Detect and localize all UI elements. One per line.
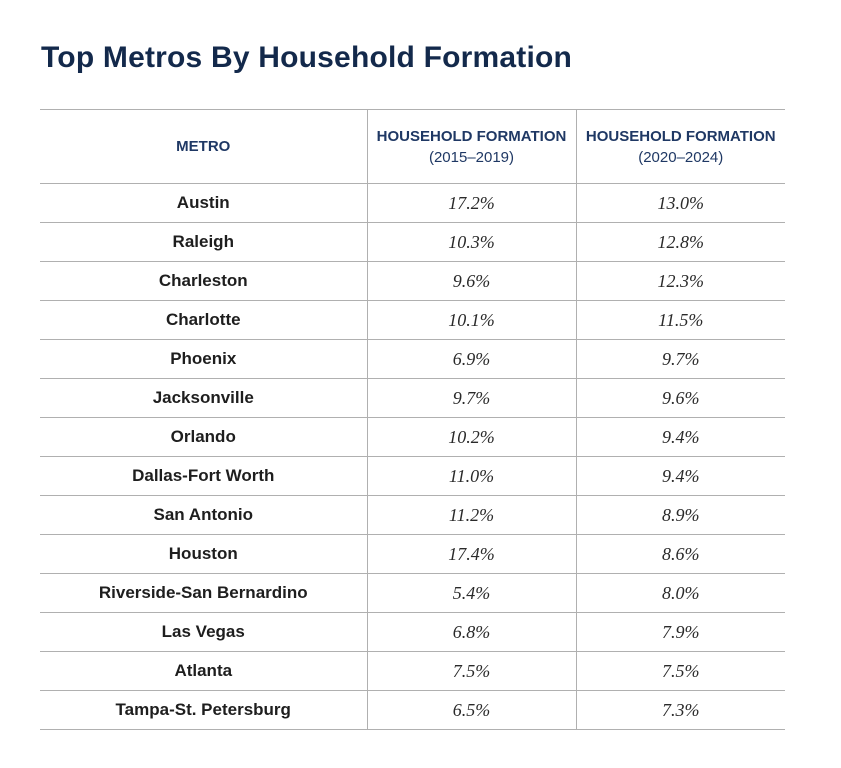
- formation-2015-2019-column-header: HOUSEHOLD FORMATION (2015–2019): [366, 109, 576, 184]
- table-body: Austin 17.2% 13.0% Raleigh 10.3% 12.8% C…: [40, 183, 785, 730]
- formation-2015-2019-cell: 7.5%: [366, 651, 576, 691]
- metro-cell: San Antonio: [40, 495, 367, 535]
- formation-2015-2019-cell: 10.3%: [366, 222, 576, 262]
- formation-2015-2019-cell: 17.2%: [366, 183, 576, 223]
- table-row: Austin 17.2% 13.0%: [40, 183, 785, 223]
- formation-2020-2024-cell: 9.4%: [575, 417, 785, 457]
- table-row: Charlotte 10.1% 11.5%: [40, 300, 785, 340]
- formation-2020-2024-cell: 8.9%: [575, 495, 785, 535]
- formation-2020-2024-header-line2: (2020–2024): [638, 148, 724, 166]
- formation-2020-2024-header-line1: HOUSEHOLD FORMATION: [585, 127, 776, 145]
- formation-2020-2024-cell: 12.3%: [575, 261, 785, 301]
- table-row: Phoenix 6.9% 9.7%: [40, 339, 785, 379]
- formation-2015-2019-cell: 6.9%: [366, 339, 576, 379]
- table-row: Raleigh 10.3% 12.8%: [40, 222, 785, 262]
- metro-cell: Jacksonville: [40, 378, 367, 418]
- table-row: Charleston 9.6% 12.3%: [40, 261, 785, 301]
- formation-2020-2024-cell: 11.5%: [575, 300, 785, 340]
- household-formation-table: METRO HOUSEHOLD FORMATION (2015–2019) HO…: [40, 109, 785, 730]
- metro-column-header: METRO: [40, 109, 367, 184]
- formation-2020-2024-cell: 12.8%: [575, 222, 785, 262]
- table-header: METRO HOUSEHOLD FORMATION (2015–2019) HO…: [40, 109, 785, 184]
- formation-2020-2024-cell: 9.6%: [575, 378, 785, 418]
- formation-2020-2024-cell: 7.9%: [575, 612, 785, 652]
- formation-2015-2019-cell: 10.2%: [366, 417, 576, 457]
- formation-2015-2019-cell: 10.1%: [366, 300, 576, 340]
- table-row: Orlando 10.2% 9.4%: [40, 417, 785, 457]
- formation-2015-2019-cell: 6.8%: [366, 612, 576, 652]
- formation-2015-2019-cell: 9.7%: [366, 378, 576, 418]
- metro-cell: Dallas-Fort Worth: [40, 456, 367, 496]
- formation-2020-2024-cell: 7.3%: [575, 690, 785, 730]
- table-row: Houston 17.4% 8.6%: [40, 534, 785, 574]
- formation-2020-2024-cell: 9.7%: [575, 339, 785, 379]
- metro-cell: Phoenix: [40, 339, 367, 379]
- formation-2015-2019-header-line2: (2015–2019): [428, 148, 515, 166]
- table-row: Dallas-Fort Worth 11.0% 9.4%: [40, 456, 785, 496]
- formation-2020-2024-column-header: HOUSEHOLD FORMATION (2020–2024): [575, 109, 785, 184]
- table-row: Atlanta 7.5% 7.5%: [40, 651, 785, 691]
- formation-2020-2024-cell: 8.0%: [575, 573, 785, 613]
- formation-2020-2024-cell: 9.4%: [575, 456, 785, 496]
- metro-cell: Raleigh: [40, 222, 367, 262]
- metro-cell: Riverside-San Bernardino: [40, 573, 367, 613]
- metro-cell: Houston: [40, 534, 367, 574]
- table-row: Tampa-St. Petersburg 6.5% 7.3%: [40, 690, 785, 730]
- formation-2015-2019-cell: 11.2%: [366, 495, 576, 535]
- formation-2020-2024-cell: 13.0%: [575, 183, 785, 223]
- formation-2015-2019-cell: 9.6%: [366, 261, 576, 301]
- formation-2020-2024-cell: 7.5%: [575, 651, 785, 691]
- table-row: San Antonio 11.2% 8.9%: [40, 495, 785, 535]
- formation-2020-2024-cell: 8.6%: [575, 534, 785, 574]
- formation-2015-2019-cell: 6.5%: [366, 690, 576, 730]
- table-row: Las Vegas 6.8% 7.9%: [40, 612, 785, 652]
- metro-cell: Charleston: [40, 261, 367, 301]
- metro-cell: Orlando: [40, 417, 367, 457]
- metro-cell: Tampa-St. Petersburg: [40, 690, 367, 730]
- formation-2015-2019-cell: 5.4%: [366, 573, 576, 613]
- metro-cell: Charlotte: [40, 300, 367, 340]
- formation-2015-2019-header-line1: HOUSEHOLD FORMATION: [376, 127, 567, 145]
- formation-2015-2019-cell: 17.4%: [366, 534, 576, 574]
- metro-cell: Austin: [40, 183, 367, 223]
- header-row: METRO HOUSEHOLD FORMATION (2015–2019) HO…: [40, 109, 785, 184]
- page-title: Top Metros By Household Formation: [41, 41, 573, 74]
- table-row: Jacksonville 9.7% 9.6%: [40, 378, 785, 418]
- formation-2015-2019-cell: 11.0%: [366, 456, 576, 496]
- metro-cell: Las Vegas: [40, 612, 367, 652]
- metro-cell: Atlanta: [40, 651, 367, 691]
- table-row: Riverside-San Bernardino 5.4% 8.0%: [40, 573, 785, 613]
